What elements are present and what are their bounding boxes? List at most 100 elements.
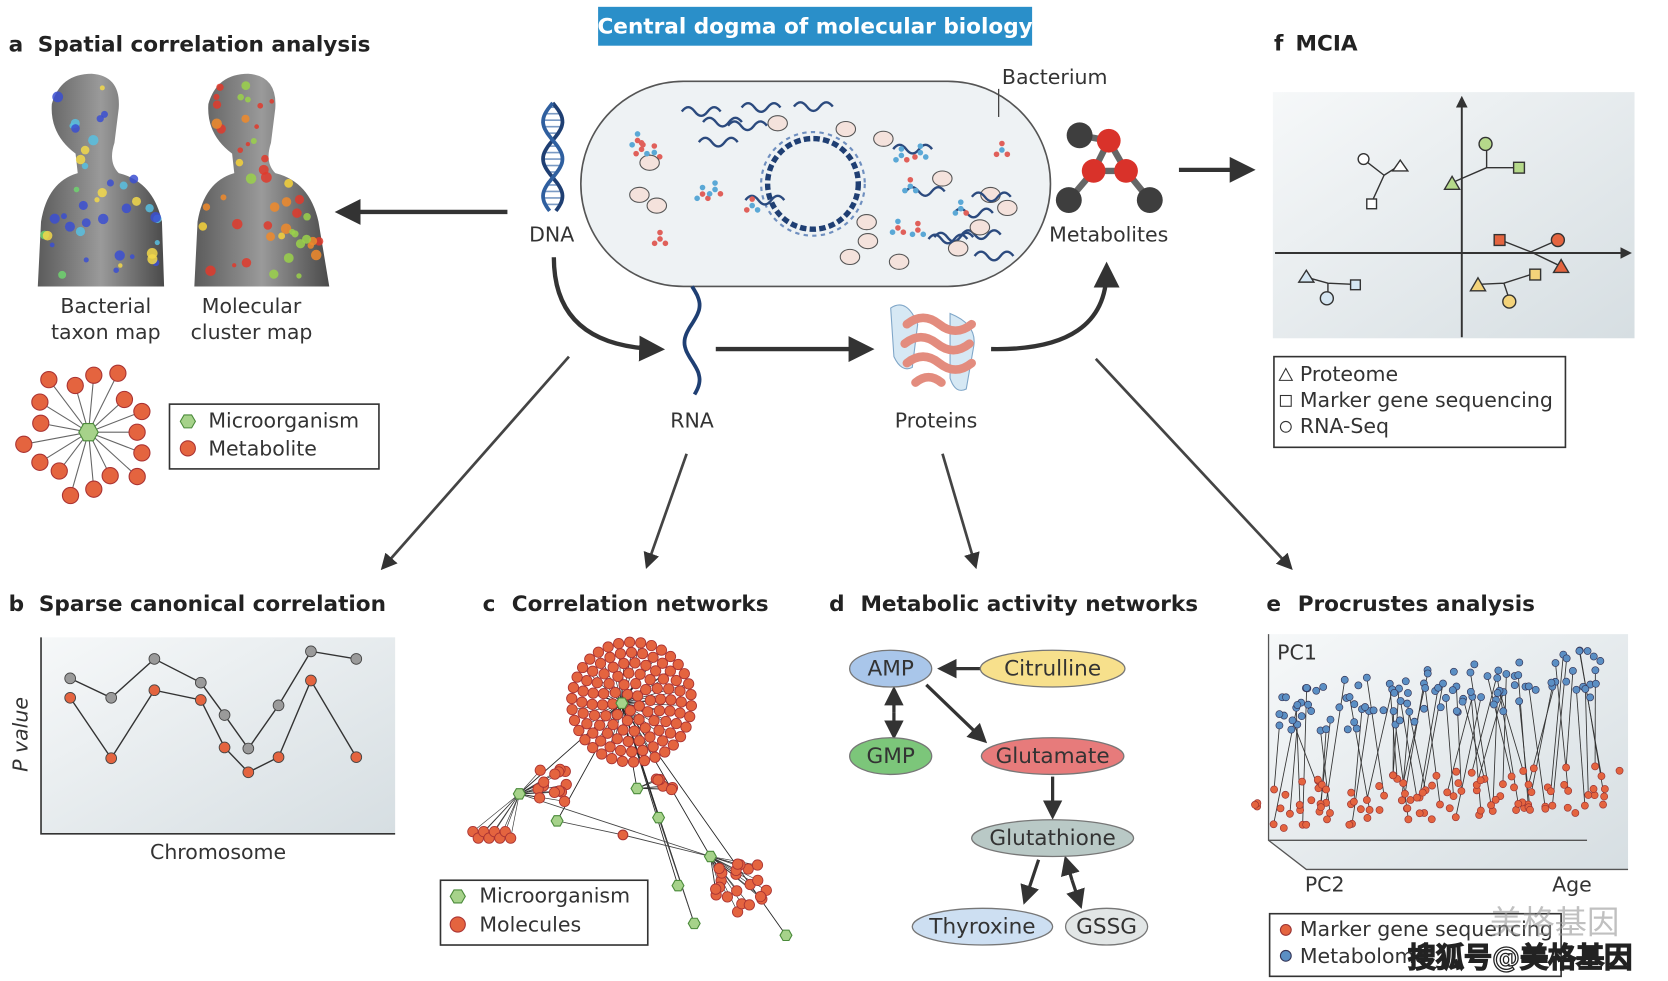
map-dot: [307, 242, 315, 249]
metabolite-node: [32, 414, 50, 432]
panel-title: MCIA: [1296, 32, 1358, 57]
protein-icon: [646, 197, 668, 214]
map-dot: [121, 203, 132, 214]
small-molecule: [743, 207, 750, 213]
blue-point: [1352, 724, 1361, 733]
blue-point: [1531, 685, 1540, 694]
protein-icon: [857, 233, 879, 250]
molecule-node: [591, 677, 603, 689]
molecule-node: [621, 714, 634, 727]
red-point: [1295, 801, 1304, 809]
blue-point: [1458, 697, 1467, 706]
axis: [40, 637, 396, 835]
pair-line: [1402, 673, 1429, 784]
mcia-glyphs: [1297, 136, 1570, 309]
legend-label: RNA-Seq: [1300, 414, 1389, 438]
molecule-node: [627, 756, 640, 768]
red-point: [1307, 796, 1316, 805]
legend-box: [439, 879, 649, 946]
molecule-node: [656, 657, 669, 669]
molecule-node: [604, 651, 616, 664]
arrow: [380, 355, 570, 571]
small-molecule: [889, 229, 896, 236]
map-dot: [241, 257, 252, 268]
molecule-node: [611, 708, 623, 721]
blue-point: [1547, 678, 1556, 687]
blue-point: [1362, 673, 1371, 682]
molecule-node: [639, 722, 651, 734]
map-dot: [80, 145, 90, 155]
scc-point: [242, 742, 255, 755]
blue-point: [1405, 707, 1414, 716]
legend-label: Microorganism: [208, 408, 359, 432]
small-molecule: [917, 143, 924, 149]
red-point: [1406, 796, 1415, 804]
molecule-node: [587, 665, 599, 677]
molecule-node: [644, 731, 656, 743]
map-dot: [75, 226, 86, 237]
scc-point: [194, 694, 207, 706]
red-point: [1427, 815, 1436, 824]
map-dot: [81, 162, 89, 170]
molecule-node: [663, 683, 675, 695]
blue-point: [1514, 671, 1523, 679]
small-molecule: [920, 231, 927, 238]
blue-point: [1410, 717, 1419, 726]
small-molecule: [915, 220, 921, 227]
map-dot: [213, 93, 220, 100]
red-point: [1524, 780, 1533, 789]
molecule-node: [618, 679, 630, 691]
red-point: [1476, 806, 1485, 815]
map-dot: [205, 265, 216, 277]
red-point: [1401, 789, 1409, 798]
scc-point: [272, 751, 285, 763]
metabolite-node: [31, 393, 49, 411]
pair-line: [1392, 711, 1395, 776]
small-molecule: [907, 176, 914, 183]
protein-icon: [639, 154, 660, 171]
map-dot: [106, 179, 114, 187]
edge: [88, 411, 143, 433]
molecule-node: [612, 670, 624, 682]
axis-label: PC1: [1277, 641, 1317, 665]
blue-point: [1524, 682, 1533, 691]
strand: [541, 101, 565, 213]
pair-line: [1400, 700, 1418, 798]
pair-line: [1462, 698, 1485, 780]
blue-point: [1470, 660, 1479, 669]
small-molecule: [895, 218, 901, 225]
blue-point: [1489, 700, 1498, 709]
molecule-node: [650, 665, 662, 677]
molecule-node: [644, 694, 656, 706]
map-dot: [314, 236, 324, 246]
molecule-node: [592, 646, 605, 658]
arrow: [1094, 357, 1293, 571]
pair-line: [1320, 729, 1327, 808]
red-point: [1269, 820, 1278, 829]
molecule-node: [625, 646, 638, 659]
small-molecule: [912, 187, 919, 194]
molecule-node: [664, 650, 677, 663]
axis-label: Age: [1552, 873, 1592, 897]
blue-point: [1343, 725, 1352, 734]
map-dot: [114, 250, 125, 261]
small-molecule: [651, 143, 658, 149]
blue-point: [1287, 725, 1296, 734]
metabolite-molecule: [1055, 122, 1163, 214]
red-point: [1491, 795, 1500, 804]
metabolite-node: [50, 462, 68, 480]
molecule-node: [670, 674, 682, 687]
rna-squiggle: [740, 102, 782, 114]
molecule-node: [670, 717, 682, 730]
edge: [519, 793, 711, 857]
red-point: [1279, 824, 1288, 832]
molecule-node: [598, 687, 610, 700]
panel-title: Metabolic activity networks: [860, 592, 1198, 617]
panel-letter: e: [1266, 592, 1281, 617]
edge: [483, 793, 520, 832]
pathway-arrows: [884, 658, 1085, 910]
blue-point: [1340, 675, 1349, 684]
red-point: [1345, 820, 1354, 829]
pair-line: [1528, 686, 1546, 809]
red-point: [1375, 806, 1384, 814]
